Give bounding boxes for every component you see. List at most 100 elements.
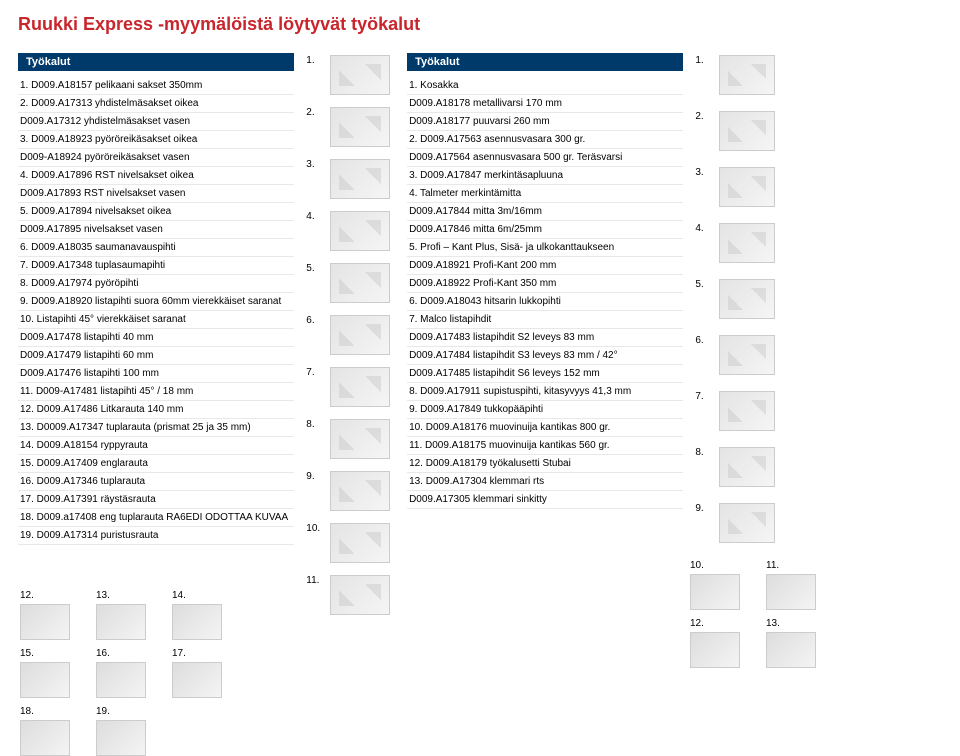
bottom-cell: 12.	[690, 618, 740, 668]
left-item: D009.A17479 listapihti 60 mm	[18, 347, 294, 365]
mid-num: 11.	[306, 573, 320, 586]
thumb-num: 2.	[695, 109, 709, 122]
mid-row: 11.	[306, 573, 395, 621]
right-item: D009.A17305 klemmari sinkitty	[407, 491, 683, 509]
thumbs-column: 1.2.3.4.5.6.7.8.9.	[695, 53, 942, 625]
bottom-num: 18.	[20, 706, 34, 717]
right-item: 13. D009.A17304 klemmari rts	[407, 473, 683, 491]
bottom-num: 17.	[172, 648, 186, 659]
right-item: 4. Talmeter merkintämitta	[407, 185, 683, 203]
bottom-image	[690, 574, 740, 610]
right-item: D009.A17844 mitta 3m/16mm	[407, 203, 683, 221]
thumb-row: 4.	[695, 221, 942, 269]
right-item: D009.A18922 Profi-Kant 350 mm	[407, 275, 683, 293]
bottom-image	[96, 662, 146, 698]
thumb-image	[719, 503, 775, 543]
left-item: 15. D009.A17409 englarauta	[18, 455, 294, 473]
right-item: D009.A18177 puuvarsi 260 mm	[407, 113, 683, 131]
bottom-num: 12.	[690, 618, 704, 629]
thumb-row: 3.	[695, 165, 942, 213]
left-column: Työkalut 1. D009.A18157 pelikaani sakset…	[18, 53, 294, 625]
thumb-num: 3.	[695, 165, 709, 178]
left-item: 5. D009.A17894 nivelsakset oikea	[18, 203, 294, 221]
tool-image	[330, 419, 390, 459]
bottom-cell: 14.	[172, 590, 222, 640]
left-item: 19. D009.A17314 puristusrauta	[18, 527, 294, 545]
right-item: 11. D009.A18175 muovinuija kantikas 560 …	[407, 437, 683, 455]
bottom-num: 14.	[172, 590, 186, 601]
thumb-image	[719, 279, 775, 319]
mid-num: 7.	[306, 365, 320, 378]
thumb-row: 7.	[695, 389, 942, 437]
tool-image	[330, 575, 390, 615]
thumb-row: 1.	[695, 53, 942, 101]
bottom-num: 11.	[766, 560, 779, 571]
left-item: 2. D009.A17313 yhdistelmäsakset oikea	[18, 95, 294, 113]
left-item: 3. D009.A18923 pyöröreikäsakset oikea	[18, 131, 294, 149]
right-item: 2. D009.A17563 asennusvasara 300 gr.	[407, 131, 683, 149]
tool-image	[330, 107, 390, 147]
tool-image	[330, 315, 390, 355]
right-item: 9. D009.A17849 tukkopääpihti	[407, 401, 683, 419]
bottom-image	[20, 604, 70, 640]
left-item: D009.A17895 nivelsakset vasen	[18, 221, 294, 239]
thumb-row: 8.	[695, 445, 942, 493]
bottom-cell: 12.	[20, 590, 70, 640]
mid-row: 5.	[306, 261, 395, 309]
bottom-num: 12.	[20, 590, 34, 601]
left-item: 1. D009.A18157 pelikaani sakset 350mm	[18, 77, 294, 95]
bottom-cell: 18.	[20, 706, 70, 756]
mid-num: 10.	[306, 521, 320, 534]
right-item: D009.A17485 listapihdit S6 leveys 152 mm	[407, 365, 683, 383]
thumb-row: 5.	[695, 277, 942, 325]
left-item: 16. D009.A17346 tuplarauta	[18, 473, 294, 491]
thumb-image	[719, 335, 775, 375]
mid-row: 6.	[306, 313, 395, 361]
left-item: D009.A17893 RST nivelsakset vasen	[18, 185, 294, 203]
bottom-num: 13.	[96, 590, 110, 601]
left-item: 10. Listapihti 45° vierekkäiset saranat	[18, 311, 294, 329]
bottom-image	[20, 720, 70, 756]
mid-num: 1.	[306, 53, 320, 66]
thumb-num: 5.	[695, 277, 709, 290]
mid-column: 1. 2. 3. 4. 5. 6. 7. 8. 9. 10. 11.	[306, 53, 395, 625]
thumb-image	[719, 55, 775, 95]
mid-row: 1.	[306, 53, 395, 101]
right-item: D009.A17484 listapihdit S3 leveys 83 mm …	[407, 347, 683, 365]
right-item: D009.A18921 Profi-Kant 200 mm	[407, 257, 683, 275]
mid-num: 2.	[306, 105, 320, 118]
right-item: D009.A17483 listapihdit S2 leveys 83 mm	[407, 329, 683, 347]
thumb-image	[719, 111, 775, 151]
thumb-num: 9.	[695, 501, 709, 514]
left-item: 11. D009-A17481 listapihti 45° / 18 mm	[18, 383, 294, 401]
right-item: 6. D009.A18043 hitsarin lukkopihti	[407, 293, 683, 311]
tool-image	[330, 471, 390, 511]
left-item: D009-A18924 pyöröreikäsakset vasen	[18, 149, 294, 167]
bottom-cell: 19.	[96, 706, 146, 756]
mid-num: 4.	[306, 209, 320, 222]
tool-image	[330, 159, 390, 199]
page-title: Ruukki Express -myymälöistä löytyvät työ…	[18, 14, 942, 35]
thumb-image	[719, 167, 775, 207]
thumb-row: 9.	[695, 501, 942, 549]
right-item: D009.A17846 mitta 6m/25mm	[407, 221, 683, 239]
mid-row: 8.	[306, 417, 395, 465]
right-item: 1. Kosakka	[407, 77, 683, 95]
mid-row: 3.	[306, 157, 395, 205]
mid-num: 6.	[306, 313, 320, 326]
right-item: 5. Profi – Kant Plus, Sisä- ja ulkokantt…	[407, 239, 683, 257]
mid-row: 9.	[306, 469, 395, 517]
tool-image	[330, 55, 390, 95]
thumb-image	[719, 391, 775, 431]
left-header: Työkalut	[18, 53, 294, 71]
right-item: D009.A17564 asennusvasara 500 gr. Teräsv…	[407, 149, 683, 167]
bottom-image	[96, 720, 146, 756]
right-item: 10. D009.A18176 muovinuija kantikas 800 …	[407, 419, 683, 437]
left-item: 9. D009.A18920 listapihti suora 60mm vie…	[18, 293, 294, 311]
left-item: 4. D009.A17896 RST nivelsakset oikea	[18, 167, 294, 185]
right-header: Työkalut	[407, 53, 683, 71]
thumb-num: 8.	[695, 445, 709, 458]
mid-row: 7.	[306, 365, 395, 413]
mid-num: 9.	[306, 469, 320, 482]
left-item: D009.A17476 listapihti 100 mm	[18, 365, 294, 383]
